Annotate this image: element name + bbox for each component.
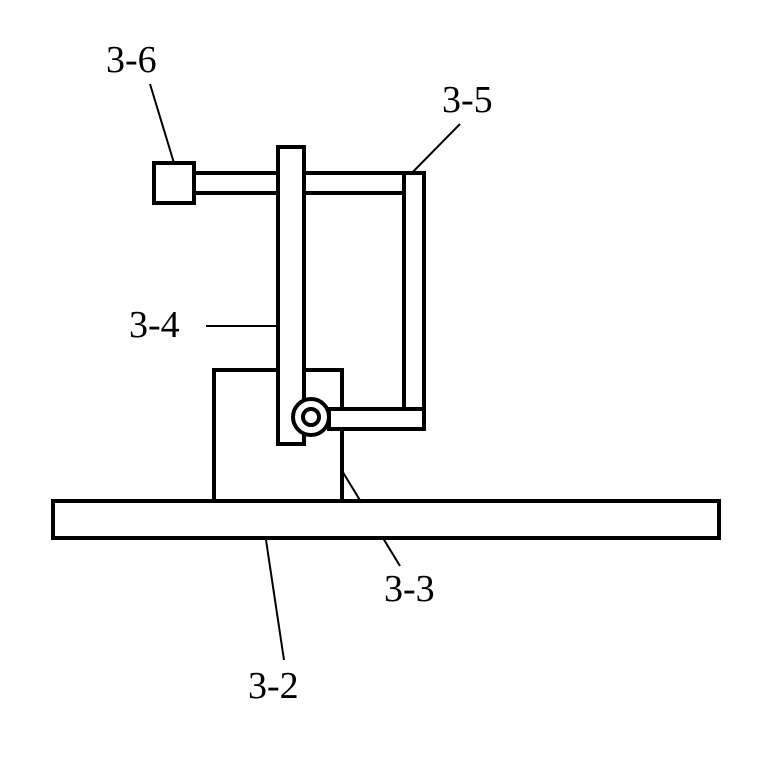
label-3-5: 3-5 bbox=[442, 78, 493, 122]
label-3-4: 3-4 bbox=[129, 303, 180, 347]
label-3-6: 3-6 bbox=[106, 38, 157, 82]
mechanical-diagram bbox=[0, 0, 763, 761]
label-3-2: 3-2 bbox=[248, 664, 299, 708]
label-3-3: 3-3 bbox=[384, 567, 435, 611]
